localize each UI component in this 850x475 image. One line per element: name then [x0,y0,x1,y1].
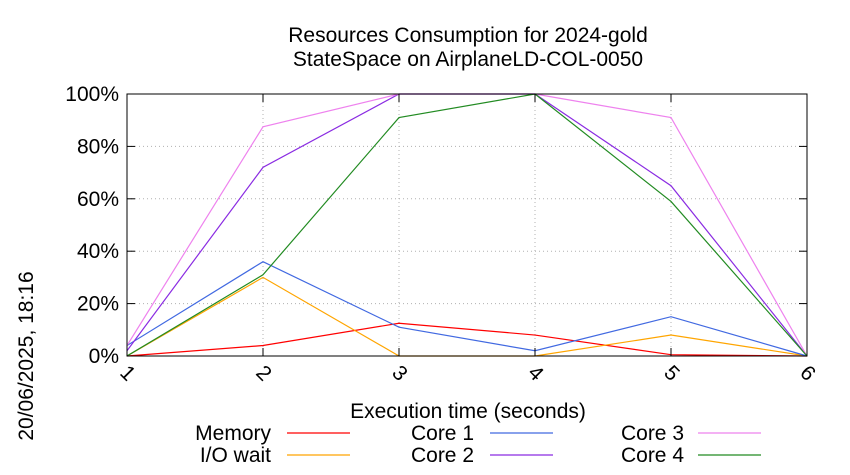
series-line-core-4 [126,93,808,357]
legend-label-i-o-wait: I/O wait [200,444,271,467]
x-tick-label: 2 [251,361,276,386]
chart-subtitle: StateSpace on AirplaneLD-COL-0050 [293,48,643,71]
y-tick-label: 80% [77,135,119,158]
y-tick-label: 0% [89,345,119,368]
series-line-core-2 [126,93,808,357]
legend-label-core-2: Core 2 [411,444,474,467]
y-tick-label: 60% [77,188,119,211]
side-timestamp: 20/06/2025, 18:16 [15,271,38,440]
x-tick-label: 1 [115,361,140,386]
legend-label-memory: Memory [195,422,271,445]
x-tick-label: 3 [387,361,412,386]
series-line-i-o-wait [126,276,808,357]
grid-lines [127,94,807,356]
x-tick-label: 5 [659,361,684,386]
legend-label-core-4: Core 4 [621,444,684,467]
y-tick-label: 40% [77,240,119,263]
series-lines [126,93,808,357]
x-axis-label: Execution time (seconds) [350,400,586,423]
y-tick-label: 100% [65,83,119,106]
series-line-core-1 [126,260,808,357]
legend-label-core-3: Core 3 [621,422,684,445]
legend-label-core-1: Core 1 [411,422,474,445]
x-tick-label: 4 [523,361,548,386]
x-tick-label: 6 [795,361,820,386]
series-line-core-3 [126,93,808,357]
y-tick-label: 20% [77,293,119,316]
series-line-memory [126,322,808,357]
plot-frame [126,93,808,357]
chart-title: Resources Consumption for 2024-gold [288,24,648,47]
